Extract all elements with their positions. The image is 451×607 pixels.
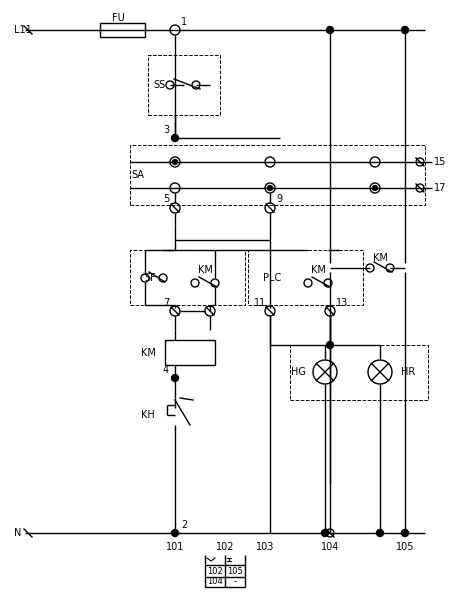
Circle shape [267,186,272,191]
Circle shape [326,27,333,33]
Text: KM: KM [372,253,387,263]
Text: N: N [14,528,21,538]
Text: 102: 102 [207,566,222,575]
Bar [147,55,220,115]
Text: SF: SF [144,273,156,283]
Text: 103: 103 [255,542,274,552]
Bar [248,250,362,305]
Circle shape [376,529,382,537]
Circle shape [400,529,408,537]
Text: KM: KM [197,265,212,275]
Text: 104: 104 [320,542,338,552]
Text: HR: HR [400,367,414,377]
Text: 102: 102 [215,542,234,552]
Text: 17: 17 [433,183,445,193]
Circle shape [321,529,328,537]
Circle shape [172,160,177,164]
Text: 4: 4 [162,365,169,375]
Text: 105: 105 [395,542,413,552]
Text: 9: 9 [276,194,281,204]
Text: 5: 5 [162,194,169,204]
Text: PLC: PLC [262,273,281,283]
Circle shape [171,135,178,141]
Circle shape [400,27,408,33]
Circle shape [171,529,178,537]
Text: 105: 105 [226,566,242,575]
Bar [130,250,244,305]
Text: -: - [233,577,236,586]
Text: 101: 101 [166,542,184,552]
Circle shape [372,186,377,191]
Text: 2: 2 [180,520,187,530]
Text: 7: 7 [162,298,169,308]
Text: KH: KH [141,410,155,420]
Circle shape [326,342,333,348]
Bar [165,340,215,365]
Text: KM: KM [310,265,325,275]
Text: 13: 13 [335,298,347,308]
Text: 1: 1 [180,17,187,27]
Text: 104: 104 [207,577,222,586]
Bar [130,145,424,205]
Text: SS: SS [153,80,166,90]
Text: SA: SA [131,170,144,180]
Bar [290,345,427,400]
Bar [100,23,145,37]
Circle shape [171,375,178,382]
Text: L11: L11 [14,25,32,35]
Text: HG: HG [290,367,305,377]
Text: KM: KM [140,348,155,358]
Text: FU: FU [111,13,124,23]
Text: 3: 3 [162,125,169,135]
Text: 15: 15 [433,157,445,167]
Text: 11: 11 [253,298,265,308]
